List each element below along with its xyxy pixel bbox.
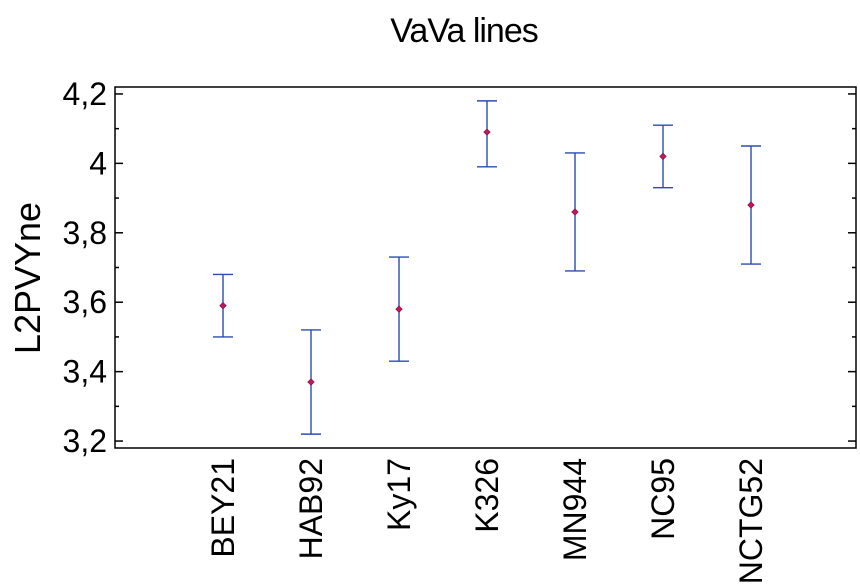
x-tick-label: Ky17 <box>381 458 417 531</box>
mean-point <box>747 201 755 209</box>
chart-title: VaVa lines <box>390 12 538 50</box>
y-tick-label: 3,6 <box>63 284 107 320</box>
mean-point <box>395 305 403 313</box>
x-tick-label: NC95 <box>645 458 681 540</box>
y-axis-label: L2PVYne <box>7 202 48 354</box>
plot-frame <box>114 86 857 449</box>
y-tick-label: 3,4 <box>63 354 107 390</box>
x-tick-label: K326 <box>469 458 505 533</box>
y-tick-label: 3,2 <box>63 423 107 459</box>
mean-point <box>483 128 491 136</box>
y-tick-label: 4 <box>89 145 107 181</box>
x-tick-label: MN944 <box>557 458 593 561</box>
axis-ticks <box>115 93 856 442</box>
x-tick-label: BEY21 <box>205 458 241 558</box>
mean-point <box>659 152 667 161</box>
y-tick-label: 3,8 <box>63 215 107 251</box>
mean-point <box>571 208 579 216</box>
x-tick-label: HAB92 <box>293 458 329 559</box>
y-tick-labels: 3,2 3,4 3,6 3,8 4 4,2 <box>63 76 107 459</box>
x-tick-label: NCTG52 <box>733 458 769 584</box>
x-tick-labels: BEY21 HAB92 Ky17 K326 MN944 NC95 NCTG52 <box>205 458 769 584</box>
mean-point <box>219 302 227 310</box>
data-marks <box>213 100 761 435</box>
y-tick-label: 4,2 <box>63 76 107 112</box>
mean-point <box>307 378 315 386</box>
